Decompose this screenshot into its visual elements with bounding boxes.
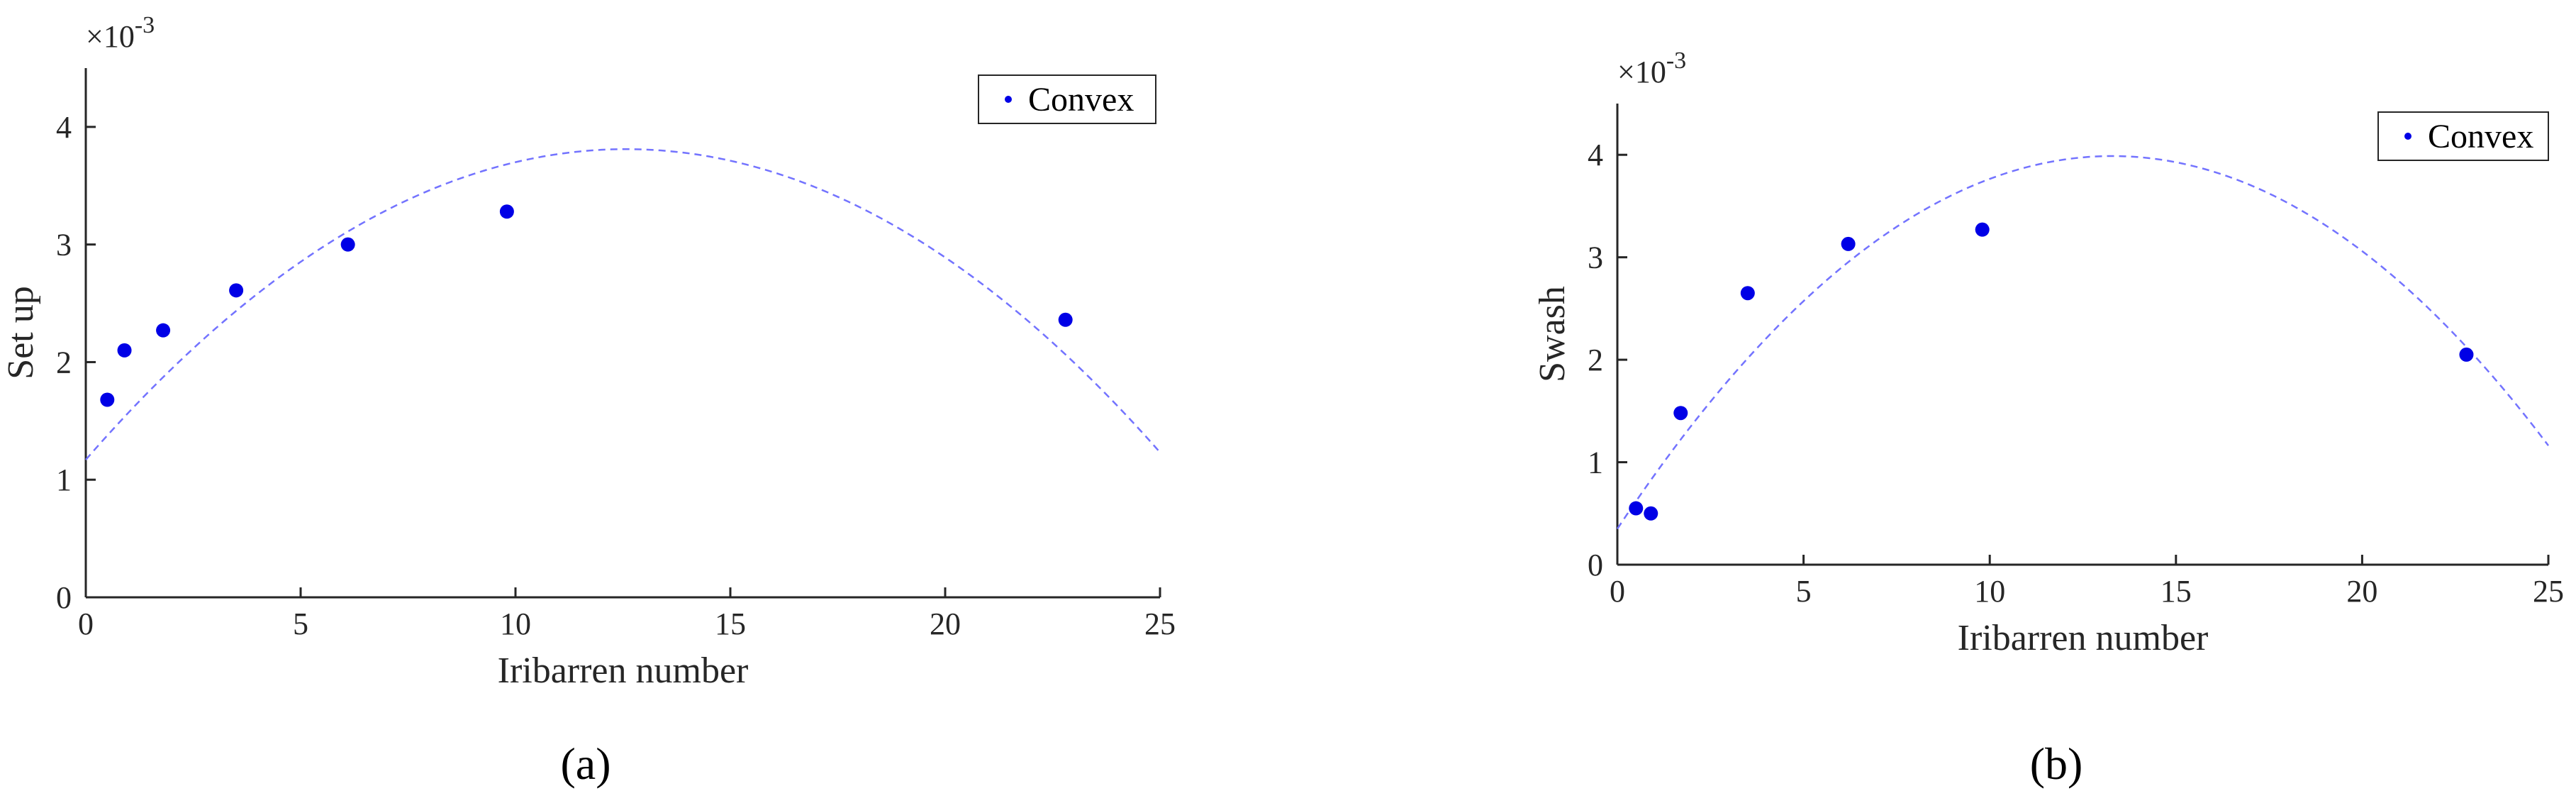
chart-panel-a: 0 5 10 15 20 25 0 1 2 3 4 ×10-3 Iribarren number Set … — [1, 12, 1176, 789]
x-tick-label: 15 — [715, 607, 746, 641]
data-point — [117, 343, 132, 358]
exponent-power: -3 — [1666, 48, 1686, 74]
y-tick-label: 1 — [1588, 445, 1603, 480]
x-tick-label: 25 — [1144, 607, 1176, 641]
y-axis-label: Set up — [1, 286, 41, 379]
fit-curve — [1616, 155, 2549, 530]
x-tick-label: 15 — [2160, 574, 2192, 609]
data-point — [2459, 347, 2474, 362]
x-tick-label: 5 — [293, 607, 308, 641]
data-point — [1629, 501, 1644, 516]
x-tick-label: 0 — [1610, 574, 1625, 609]
y-tick-label: 3 — [56, 228, 72, 262]
data-point — [1058, 312, 1073, 327]
legend-label: Convex — [2428, 118, 2533, 155]
data-point — [1975, 222, 1990, 237]
data-point — [340, 237, 355, 252]
y-tick-label: 2 — [56, 345, 72, 380]
y-axis-label: Swash — [1532, 286, 1573, 382]
data-point — [499, 204, 514, 219]
y-tick-label: 4 — [56, 110, 72, 145]
x-axis-label: Iribarren number — [1958, 618, 2209, 658]
legend: Convex — [2377, 111, 2549, 161]
legend-label: Convex — [1028, 81, 1134, 118]
x-axis-label: Iribarren number — [498, 651, 749, 691]
data-point — [100, 392, 115, 407]
data-point — [1644, 506, 1658, 521]
y-tick-label: 0 — [1588, 548, 1603, 582]
exponent-power: -3 — [135, 12, 155, 38]
data-point — [156, 323, 171, 338]
x-tick-label: 10 — [1974, 574, 2005, 609]
x-tick-label: 25 — [2533, 574, 2564, 609]
data-point — [1740, 286, 1755, 301]
data-point — [1673, 406, 1688, 421]
panel-caption: (a) — [560, 738, 610, 789]
chart-panel-b: 0 5 10 15 20 25 0 1 2 3 4 ×10-3 Iribarren number Swas… — [1532, 48, 2564, 789]
exponent-base: ×10 — [86, 19, 135, 54]
data-point — [229, 283, 244, 298]
panel-caption: (b) — [2030, 738, 2083, 789]
y-tick-label: 3 — [1588, 240, 1603, 275]
fit-curve — [85, 148, 1161, 460]
y-tick-label: 2 — [1588, 343, 1603, 377]
legend-marker — [2404, 133, 2411, 140]
y-tick-label: 1 — [56, 463, 72, 497]
y-exponent-label: ×10-3 — [1617, 48, 1686, 89]
y-exponent-label: ×10-3 — [86, 12, 155, 54]
x-tick-label: 0 — [78, 607, 94, 641]
y-tick-label: 0 — [56, 580, 72, 615]
x-tick-label: 10 — [500, 607, 531, 641]
x-tick-label: 20 — [2346, 574, 2377, 609]
x-tick-label: 20 — [930, 607, 961, 641]
x-tick-label: 5 — [1796, 574, 1812, 609]
legend-marker — [1005, 96, 1012, 103]
y-tick-label: 4 — [1588, 138, 1603, 172]
legend: Convex — [978, 74, 1156, 124]
exponent-base: ×10 — [1617, 55, 1666, 89]
data-point — [1841, 236, 1856, 251]
